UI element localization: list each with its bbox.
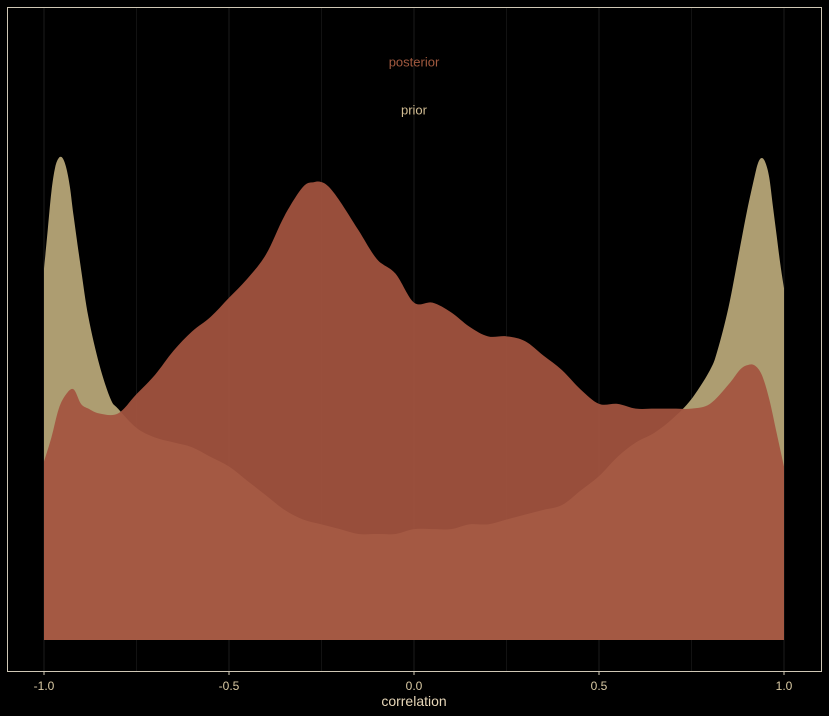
prior-label: prior [401, 103, 428, 118]
posterior-label: posterior [389, 54, 440, 69]
x-tick-label: -1.0 [34, 679, 55, 693]
x-tick-label: 0.0 [406, 679, 423, 693]
x-axis-title: correlation [381, 693, 446, 709]
annotations: posterior prior [389, 54, 440, 117]
x-tick-label: -0.5 [219, 679, 240, 693]
density-areas [44, 156, 784, 641]
posterior-density-area [44, 181, 784, 640]
x-tick-label: 1.0 [776, 679, 793, 693]
x-tick-label: 0.5 [591, 679, 608, 693]
x-axis: -1.0 -0.5 0.0 0.5 1.0 [34, 671, 793, 693]
